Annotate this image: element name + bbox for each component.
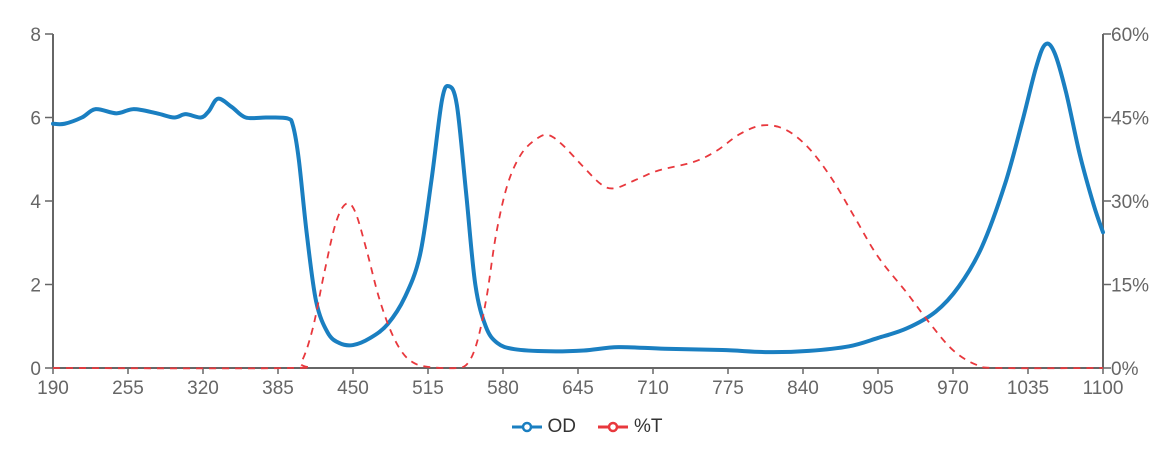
x-tick-label: 775 — [712, 378, 744, 399]
y-right-tick-label: 60% — [1111, 25, 1149, 46]
series-layer — [51, 41, 1105, 370]
x-tick-label: 515 — [412, 378, 444, 399]
x-tick-label: 450 — [337, 378, 369, 399]
legend-item-od[interactable]: OD — [511, 416, 577, 438]
y-right-tick-label: 45% — [1111, 109, 1149, 130]
y-left-tick-label: 0 — [30, 359, 41, 380]
x-tick-label: 255 — [112, 378, 144, 399]
y-right-tick-label: 0% — [1111, 359, 1139, 380]
od-legend-marker-icon — [511, 421, 542, 433]
x-tick-label: 840 — [787, 378, 819, 399]
x-tick-label: 190 — [37, 378, 69, 399]
transmission-series-line — [52, 124, 1104, 370]
axes: 190 255 320 385 450 515 580 645 710 775 840 905 970 1… — [30, 25, 1149, 399]
y-left-tick-label: 2 — [30, 276, 41, 297]
y-left-tick-label: 4 — [30, 192, 41, 213]
od-series-line — [51, 41, 1105, 355]
x-tick-label: 580 — [487, 378, 519, 399]
legend-item-t[interactable]: %T — [598, 416, 663, 438]
y-right-tick-label: 30% — [1111, 192, 1149, 213]
x-tick-label: 970 — [937, 378, 969, 399]
x-tick-label: 385 — [262, 378, 294, 399]
y-left-tick-label: 8 — [30, 25, 41, 46]
y-left-tick-label: 6 — [30, 109, 41, 130]
x-tick-label: 905 — [862, 378, 894, 399]
y-right-tick-label: 15% — [1111, 276, 1149, 297]
legend-label-od: OD — [547, 416, 577, 437]
x-tick-label: 1100 — [1083, 378, 1124, 399]
t-legend-marker-icon — [598, 421, 628, 433]
chart: 190 255 320 385 450 515 580 645 710 775 840 905 970 1… — [30, 25, 1149, 399]
legend: OD %T — [0, 416, 1174, 438]
legend-label-t: %T — [634, 416, 663, 437]
x-tick-label: 645 — [562, 378, 594, 399]
x-tick-label: 710 — [637, 378, 669, 399]
x-tick-label: 320 — [187, 378, 219, 399]
x-tick-label: 1035 — [1007, 378, 1049, 399]
